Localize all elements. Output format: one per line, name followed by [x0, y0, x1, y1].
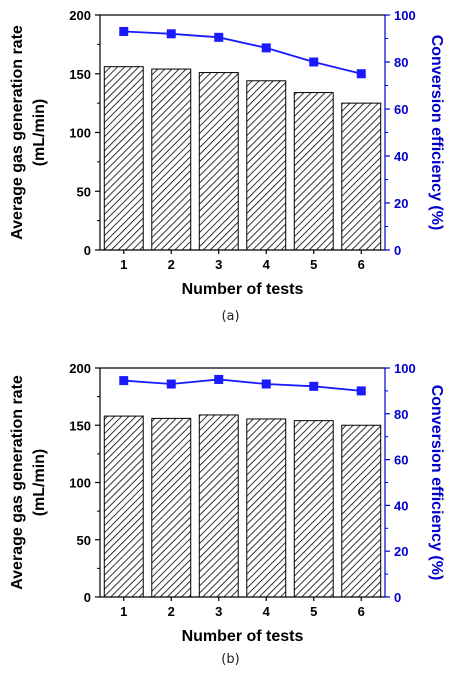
chart-panel-b: 0 50 100 150 200 0 20 40 60 80 100 1 2 3 4 5 6 Number of …	[9, 361, 445, 667]
x-axis-label-b: Number of tests	[182, 628, 304, 645]
ytick-label-b-50: 50	[77, 533, 91, 548]
xtick-label-a-4: 4	[263, 257, 271, 272]
ytick-label-a-150: 150	[69, 67, 91, 82]
y2tick-label-a-0: 0	[394, 243, 401, 258]
xtick-label-b-1: 1	[120, 604, 127, 619]
y2tick-label-b-0: 0	[394, 590, 401, 605]
caption-b: (b)	[221, 652, 239, 667]
ytick-label-b-200: 200	[69, 361, 91, 376]
ytick-label-b-100: 100	[69, 476, 91, 491]
ytick-label-b-0: 0	[84, 590, 91, 605]
bar-b-1	[103, 415, 144, 598]
efficiency-point-a-4	[261, 43, 271, 53]
ytick-label-a-100: 100	[69, 126, 91, 141]
efficiency-point-b-3	[214, 374, 224, 384]
caption-a: (a)	[221, 309, 239, 324]
y2tick-label-b-100: 100	[394, 361, 416, 376]
efficiency-point-a-5	[309, 57, 319, 67]
y-axis-label-b: Average gas generation rate	[9, 375, 26, 590]
efficiency-point-b-2	[166, 379, 176, 389]
x-axis-label-a: Number of tests	[182, 281, 304, 298]
y2tick-label-b-80: 80	[394, 407, 408, 422]
bar-a-6	[341, 102, 382, 251]
efficiency-point-a-1	[119, 26, 129, 36]
xtick-label-a-6: 6	[358, 257, 365, 272]
xtick-label-b-3: 3	[215, 604, 222, 619]
efficiency-point-b-5	[309, 381, 319, 391]
chart-panel-a: 0 50 100 150 200 0 20 40 60 80 100 1 2 3 4 5 6 Number of …	[9, 8, 445, 324]
ytick-label-a-50: 50	[77, 184, 91, 199]
xtick-label-a-3: 3	[215, 257, 222, 272]
y-axis-unit-a: (mL/min)	[31, 99, 48, 167]
y2tick-label-a-60: 60	[394, 102, 408, 117]
efficiency-point-a-6	[356, 69, 366, 79]
bar-a-2	[151, 68, 192, 251]
efficiency-point-a-3	[214, 32, 224, 42]
y2tick-label-b-20: 20	[394, 544, 408, 559]
xtick-label-b-4: 4	[263, 604, 271, 619]
bar-b-3	[198, 414, 239, 598]
efficiency-point-a-2	[166, 29, 176, 39]
y2tick-label-b-60: 60	[394, 453, 408, 468]
y2tick-label-a-40: 40	[394, 149, 408, 164]
y-axis-label-a: Average gas generation rate	[9, 25, 26, 240]
xtick-label-b-2: 2	[168, 604, 175, 619]
efficiency-line-b	[123, 378, 362, 392]
xtick-label-b-6: 6	[358, 604, 365, 619]
bar-a-1	[103, 66, 144, 251]
y2tick-label-b-40: 40	[394, 498, 408, 513]
efficiency-line-a	[123, 30, 362, 75]
efficiency-point-b-6	[356, 386, 366, 396]
y2-axis-label-a: Conversion efficiency (%)	[428, 35, 445, 231]
y2tick-label-a-20: 20	[394, 196, 408, 211]
bar-a-3	[198, 72, 239, 251]
ytick-label-a-0: 0	[84, 243, 91, 258]
efficiency-point-b-4	[261, 379, 271, 389]
ytick-label-b-150: 150	[69, 418, 91, 433]
xtick-label-a-5: 5	[310, 257, 317, 272]
bar-b-5	[293, 420, 334, 598]
y-axis-unit-b: (mL/min)	[31, 449, 48, 517]
y2tick-label-a-100: 100	[394, 8, 416, 23]
efficiency-point-b-1	[119, 376, 129, 386]
bar-b-2	[151, 417, 192, 598]
y2tick-label-a-80: 80	[394, 55, 408, 70]
xtick-label-a-2: 2	[168, 257, 175, 272]
bar-a-4	[246, 80, 287, 251]
ytick-label-a-200: 200	[69, 8, 91, 23]
bar-a-5	[293, 92, 334, 251]
bar-b-6	[341, 424, 382, 598]
xtick-label-a-1: 1	[120, 257, 127, 272]
y2-axis-label-b: Conversion efficiency (%)	[428, 385, 445, 581]
xtick-label-b-5: 5	[310, 604, 317, 619]
bar-b-4	[246, 418, 287, 598]
